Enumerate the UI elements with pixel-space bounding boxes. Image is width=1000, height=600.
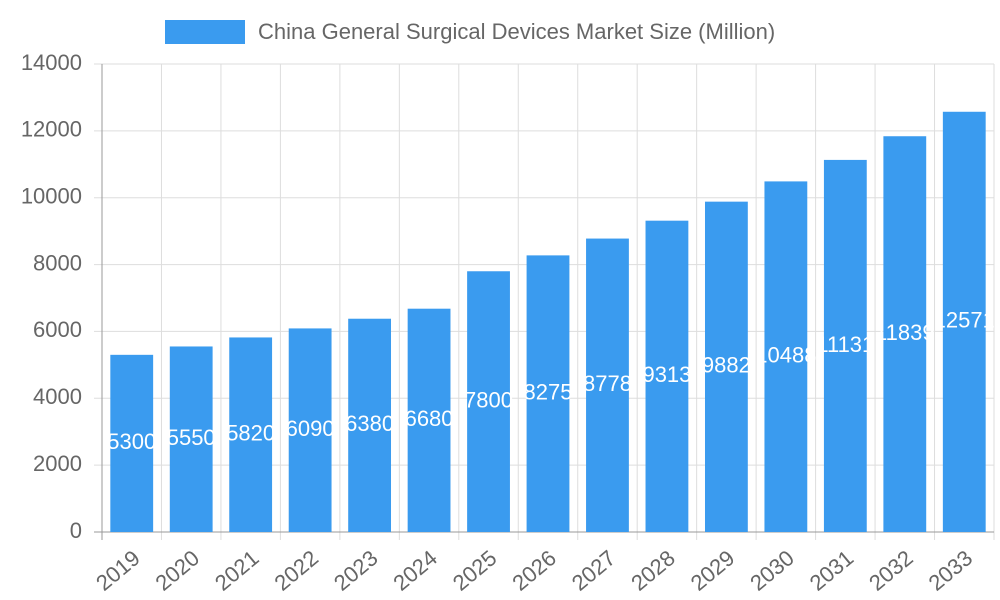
data-label: 5550 (167, 425, 216, 450)
bar (704, 201, 748, 532)
bar (467, 271, 510, 532)
y-tick-label: 6000 (33, 317, 82, 342)
x-tick-label: 2028 (626, 545, 680, 596)
bar (883, 136, 927, 532)
x-tick-label: 2020 (151, 545, 205, 596)
legend-label: China General Surgical Devices Market Si… (258, 19, 775, 44)
y-tick-label: 8000 (33, 250, 82, 275)
y-tick-label: 14000 (21, 50, 82, 75)
data-label: 9313 (642, 362, 691, 387)
data-label: 8778 (583, 371, 632, 396)
x-tick-label: 2029 (686, 545, 740, 596)
y-tick-label: 10000 (21, 184, 82, 209)
bar (764, 181, 808, 533)
x-tick-label: 2024 (388, 545, 442, 596)
x-tick-label: 2023 (329, 545, 383, 596)
bar (348, 318, 392, 532)
data-label: 6680 (405, 406, 454, 431)
x-tick-label: 2027 (567, 545, 621, 596)
x-tick-label: 2031 (805, 545, 859, 596)
x-tick-label: 2021 (210, 545, 264, 596)
y-tick-label: 4000 (33, 384, 82, 409)
data-label: 10488 (755, 343, 816, 368)
data-label: 12571 (934, 308, 995, 333)
data-label: 5300 (107, 429, 156, 454)
x-tick-label: 2033 (924, 545, 978, 596)
bar (526, 255, 570, 532)
data-label: 6090 (286, 416, 335, 441)
bar (169, 346, 213, 532)
y-tick-label: 2000 (33, 451, 82, 476)
bar (645, 220, 689, 532)
bar (586, 238, 629, 532)
x-tick-label: 2022 (270, 545, 324, 596)
data-label: 9882 (702, 353, 751, 378)
x-tick-label: 2025 (448, 545, 502, 596)
x-tick-label: 2030 (745, 545, 799, 596)
x-tick-label: 2026 (507, 545, 561, 596)
data-label: 7800 (464, 387, 513, 412)
legend-swatch (165, 20, 245, 44)
data-label: 11131 (816, 332, 874, 357)
bar (110, 354, 154, 532)
y-tick-label: 12000 (21, 117, 82, 142)
data-label: 5820 (226, 421, 275, 446)
y-tick-label: 0 (70, 518, 82, 543)
data-label: 11839 (875, 320, 935, 345)
data-label: 6380 (345, 411, 394, 436)
bar (942, 111, 986, 532)
bar (823, 159, 867, 533)
bar (229, 337, 273, 532)
bar (288, 328, 332, 532)
x-tick-label: 2019 (91, 545, 145, 596)
data-label: 8275 (524, 380, 573, 405)
bar (407, 308, 451, 532)
x-tick-label: 2032 (864, 545, 918, 596)
